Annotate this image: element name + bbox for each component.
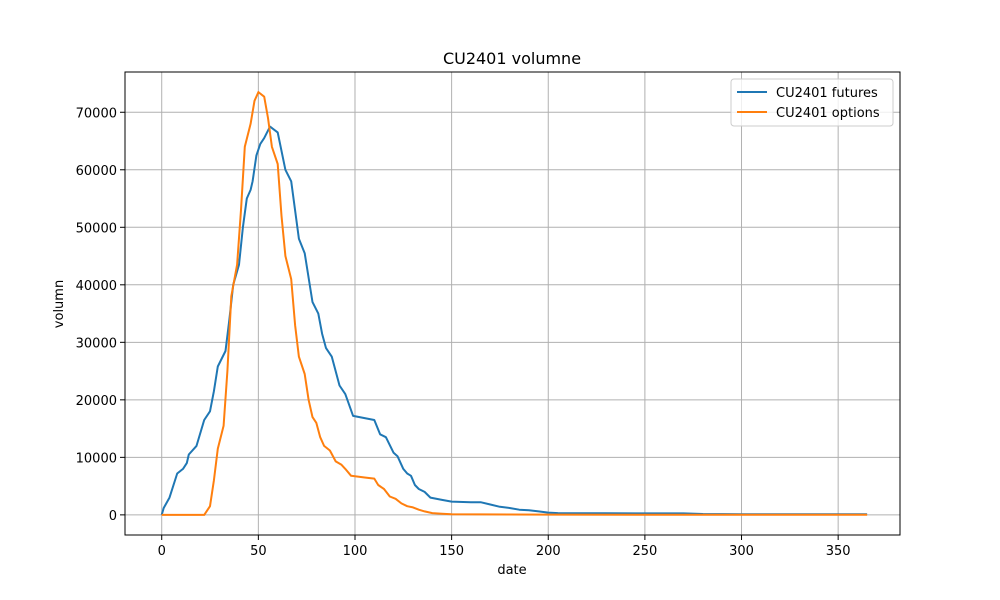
series-lines [160,91,868,516]
x-tick-label: 0 [158,544,166,559]
chart-title: CU2401 volumne [443,49,581,68]
legend-box [730,78,894,127]
series-line-cu2401-options [161,91,868,516]
legend-label-cu2401-futures: CU2401 futures [776,86,878,101]
y-tick-label: 0 [109,509,117,524]
y-tick-label: 70000 [76,106,117,121]
y-tick-label: 10000 [76,451,117,466]
y-tick-label: 20000 [76,394,117,409]
x-tick-label: 50 [250,544,267,559]
x-tick-label: 250 [632,544,657,559]
x-tick-label: 150 [439,544,464,559]
x-tick-label: 200 [536,544,561,559]
legend: CU2401 futures CU2401 options [730,78,894,127]
x-axis-label: date [497,563,526,578]
y-tick-label: 30000 [76,336,117,351]
y-axis-label: volumn [52,280,67,328]
grid [125,72,900,535]
y-tick-label: 60000 [76,164,117,179]
plot-frame [124,71,901,536]
legend-label-cu2401-options: CU2401 options [776,106,880,121]
x-tick-label: 350 [826,544,851,559]
x-tick-label: 100 [343,544,368,559]
y-tick-label: 50000 [76,221,117,236]
axis-ticks: 0 50 100 150 200 250 300 350 0 10000 20000 30000 400… [76,106,851,559]
y-tick-label: 40000 [76,279,117,294]
series-line-cu2401-futures [160,125,868,516]
x-tick-label: 300 [729,544,754,559]
